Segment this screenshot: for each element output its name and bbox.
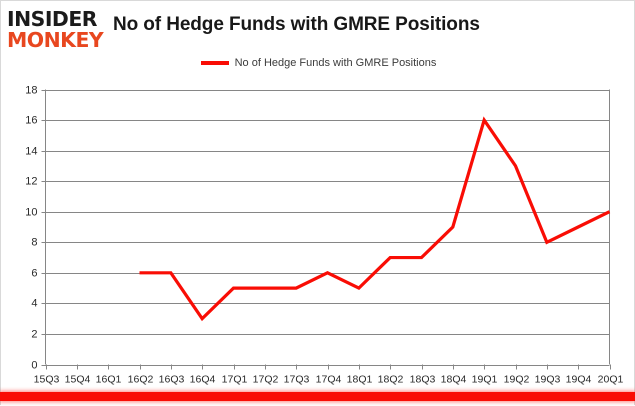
x-axis-tick-label: 20Q1 [598, 374, 624, 386]
legend-label: No of Hedge Funds with GMRE Positions [234, 57, 437, 69]
x-axis-tick-label: 18Q2 [378, 374, 404, 386]
x-axis-tick-label: 19Q4 [566, 374, 592, 386]
x-axis-tick-label: 17Q1 [222, 374, 248, 386]
x-axis-tick-label: 17Q2 [253, 374, 279, 386]
y-axis-tick-label: 14 [25, 145, 37, 157]
series-line [139, 116, 611, 322]
x-axis-tick-label: 18Q1 [347, 374, 373, 386]
y-axis-tick-label: 0 [31, 359, 37, 371]
x-axis-tick-label: 19Q3 [535, 374, 561, 386]
logo-text-monkey: MONKEY [7, 28, 104, 52]
x-axis-tick-label: 18Q4 [441, 374, 467, 386]
x-axis-tick-label: 16Q3 [159, 374, 185, 386]
x-axis-ticks: 15Q3 15Q4 16Q1 16Q2 16Q3 16Q4 17Q1 17Q2 17Q3 17Q4… [34, 364, 624, 386]
y-axis-tick-label: 18 [25, 84, 37, 96]
y-axis-tick-label: 8 [31, 236, 37, 248]
x-axis-tick-label: 15Q3 [34, 374, 60, 386]
y-axis-tick-label: 2 [31, 328, 37, 340]
x-axis-tick-label: 15Q4 [65, 374, 91, 386]
y-axis-tick-label: 4 [31, 297, 37, 309]
x-axis-tick-label: 16Q1 [96, 374, 122, 386]
chart-legend: No of Hedge Funds with GMRE Positions [1, 57, 635, 69]
x-axis-tick-label: 17Q3 [284, 374, 310, 386]
legend-color-swatch [200, 61, 229, 65]
x-axis-tick-label: 16Q2 [128, 374, 154, 386]
chart-title: No of Hedge Funds with GMRE Positions [113, 14, 480, 35]
x-axis-tick-label: 19Q1 [472, 374, 498, 386]
data-series [139, 116, 611, 322]
x-axis-tick-label: 17Q4 [316, 374, 342, 386]
x-axis-tick-label: 19Q2 [504, 374, 530, 386]
y-axis-tick-label: 12 [25, 175, 37, 187]
insider-monkey-logo: INSIDER MONKEY [7, 9, 115, 51]
y-axis-tick-label: 16 [25, 114, 37, 126]
x-axis-tick-label: 16Q4 [190, 374, 216, 386]
logo-text-insider: INSIDER [7, 7, 97, 31]
grid-lines [45, 89, 610, 366]
y-axis-ticks: 0 2 4 6 8 10 12 14 16 18 [25, 84, 46, 371]
x-axis-tick-label: 18Q3 [410, 374, 436, 386]
legend-item: No of Hedge Funds with GMRE Positions [200, 57, 437, 69]
y-axis-tick-label: 6 [31, 267, 37, 279]
bottom-accent-bar [0, 392, 635, 401]
y-axis-tick-label: 10 [25, 206, 37, 218]
